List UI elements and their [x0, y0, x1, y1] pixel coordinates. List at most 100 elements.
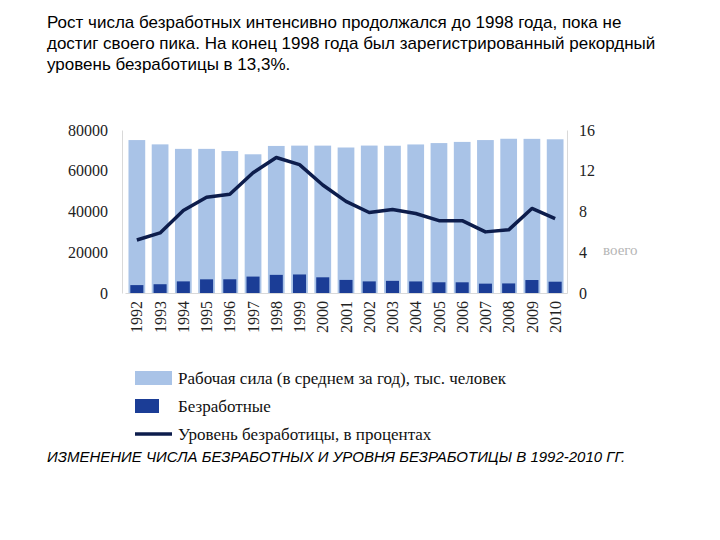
x-tick: 1998: [268, 293, 285, 333]
x-tick-label: 2009: [524, 301, 541, 333]
x-axis: 1992 1993 1994 1995 1996 1997 1998 1999 2000 2001…: [126, 293, 568, 333]
x-tick: 2000: [314, 293, 331, 333]
y-tick-label: 60000: [68, 162, 108, 179]
x-tick: 1997: [245, 293, 262, 333]
bar: [200, 279, 213, 293]
bar: [500, 139, 517, 293]
bar: [407, 144, 424, 293]
bar: [549, 282, 562, 293]
title: ИЗМЕНЕНИЕ ЧИСЛА БЕЗРАБОТНЫХ И УРОВНЯ БЕЗ…: [47, 448, 625, 465]
x-tick-label: 1998: [268, 301, 285, 333]
x-tick-label: 2007: [477, 301, 494, 333]
x-tick: 2001: [338, 293, 355, 333]
plot-area: [128, 139, 563, 293]
y-tick: 80000: [68, 122, 122, 139]
bar: [247, 277, 260, 293]
bar: [363, 281, 376, 293]
text-line: достиг своего пика. На конец 1998 года б…: [47, 34, 655, 53]
text-line: уровень безработицы в 13,3%.: [47, 55, 290, 74]
bar: [198, 149, 215, 293]
x-tick-label: 2004: [407, 301, 424, 333]
bar-series: [130, 274, 561, 293]
x-tick-label: 2008: [500, 301, 517, 333]
x-tick-label: 1995: [198, 301, 215, 333]
y-axis: 020000400006000080000: [68, 122, 123, 302]
x-tick: 2002: [361, 293, 378, 333]
bar: [175, 149, 192, 293]
bar: [384, 146, 401, 293]
x-tick: 1999: [291, 293, 308, 333]
x-tick-label: 2003: [384, 301, 401, 333]
bar: [177, 281, 190, 293]
y2-tick: 8: [567, 203, 587, 220]
x-tick-label: 2002: [361, 301, 378, 333]
x-tick-label: 1996: [221, 301, 238, 333]
x-tick: 2008: [500, 293, 517, 333]
x-tick-label: 2010: [547, 301, 564, 333]
y2-tick: 16: [567, 122, 595, 139]
bar: [502, 283, 515, 293]
bar: [316, 277, 329, 293]
y2-tick: 12: [567, 162, 595, 179]
y-tick: 40000: [68, 203, 122, 220]
paragraph: Рост числа безработных интенсивно продол…: [47, 13, 655, 74]
bar: [454, 142, 471, 293]
y2-tick-label: 16: [579, 122, 595, 139]
bar: [268, 146, 285, 293]
x-tick-label: 1999: [291, 301, 308, 333]
bar: [223, 279, 236, 293]
x-tick: 2003: [384, 293, 401, 333]
bar: [221, 151, 238, 293]
x-tick: 1994: [175, 293, 192, 333]
y2-tick-label: 4: [579, 244, 587, 261]
bar: [477, 140, 494, 293]
legend-label: Рабочая сила (в среднем за год), тыс. че…: [178, 369, 507, 388]
line: [137, 158, 555, 241]
bar: [339, 280, 352, 293]
legend-label: Уровень безработицы, в процентах: [178, 425, 432, 444]
bar: [128, 140, 145, 293]
y2-tick-label: 8: [579, 203, 587, 220]
y2-tick-label: 12: [579, 162, 595, 179]
y-tick-label: 80000: [68, 122, 108, 139]
x-tick: 2006: [454, 293, 471, 333]
x-tick: 1995: [198, 293, 215, 333]
x-tick: 2009: [524, 293, 541, 333]
x-tick-label: 1994: [175, 301, 192, 333]
bar: [456, 282, 469, 293]
bar: [154, 284, 167, 293]
y-tick-label: 40000: [68, 203, 108, 220]
bar-series: [128, 139, 563, 293]
x-tick-label: 2006: [454, 301, 471, 333]
legend: Рабочая сила (в среднем за год), тыс. че…: [135, 369, 507, 444]
legend-label: Безработные: [178, 397, 271, 416]
x-tick-label: 1993: [152, 301, 169, 333]
bar: [314, 146, 331, 293]
text-line: Рост числа безработных интенсивно продол…: [47, 13, 621, 32]
legend-swatch: [135, 432, 172, 436]
y2-tick-label: 0: [579, 285, 587, 302]
x-tick: 2005: [431, 293, 448, 333]
bar: [361, 146, 378, 293]
text-line: ИЗМЕНЕНИЕ ЧИСЛА БЕЗРАБОТНЫХ И УРОВНЯ БЕЗ…: [47, 448, 625, 465]
y2-axis: 0 4 8 12 16: [567, 122, 595, 302]
x-tick: 1996: [221, 293, 238, 333]
bar: [338, 148, 355, 293]
x-tick-label: 2005: [431, 301, 448, 333]
annotation: воего: [603, 242, 638, 258]
y-tick: 20000: [68, 244, 122, 261]
x-tick: 2007: [477, 293, 494, 333]
bar: [270, 275, 283, 293]
x-tick-label: 1997: [245, 301, 262, 333]
x-tick: 2004: [407, 293, 424, 333]
x-tick-label: 2001: [338, 301, 355, 333]
y-tick: 60000: [68, 162, 122, 179]
axis-line: [567, 131, 568, 294]
legend-swatch: [135, 371, 172, 385]
bar: [432, 282, 445, 293]
bar: [130, 285, 143, 293]
axis-line: [126, 293, 568, 294]
axis-line: [122, 131, 123, 294]
y-tick-label: 20000: [68, 244, 108, 261]
x-tick: 1992: [128, 293, 145, 333]
